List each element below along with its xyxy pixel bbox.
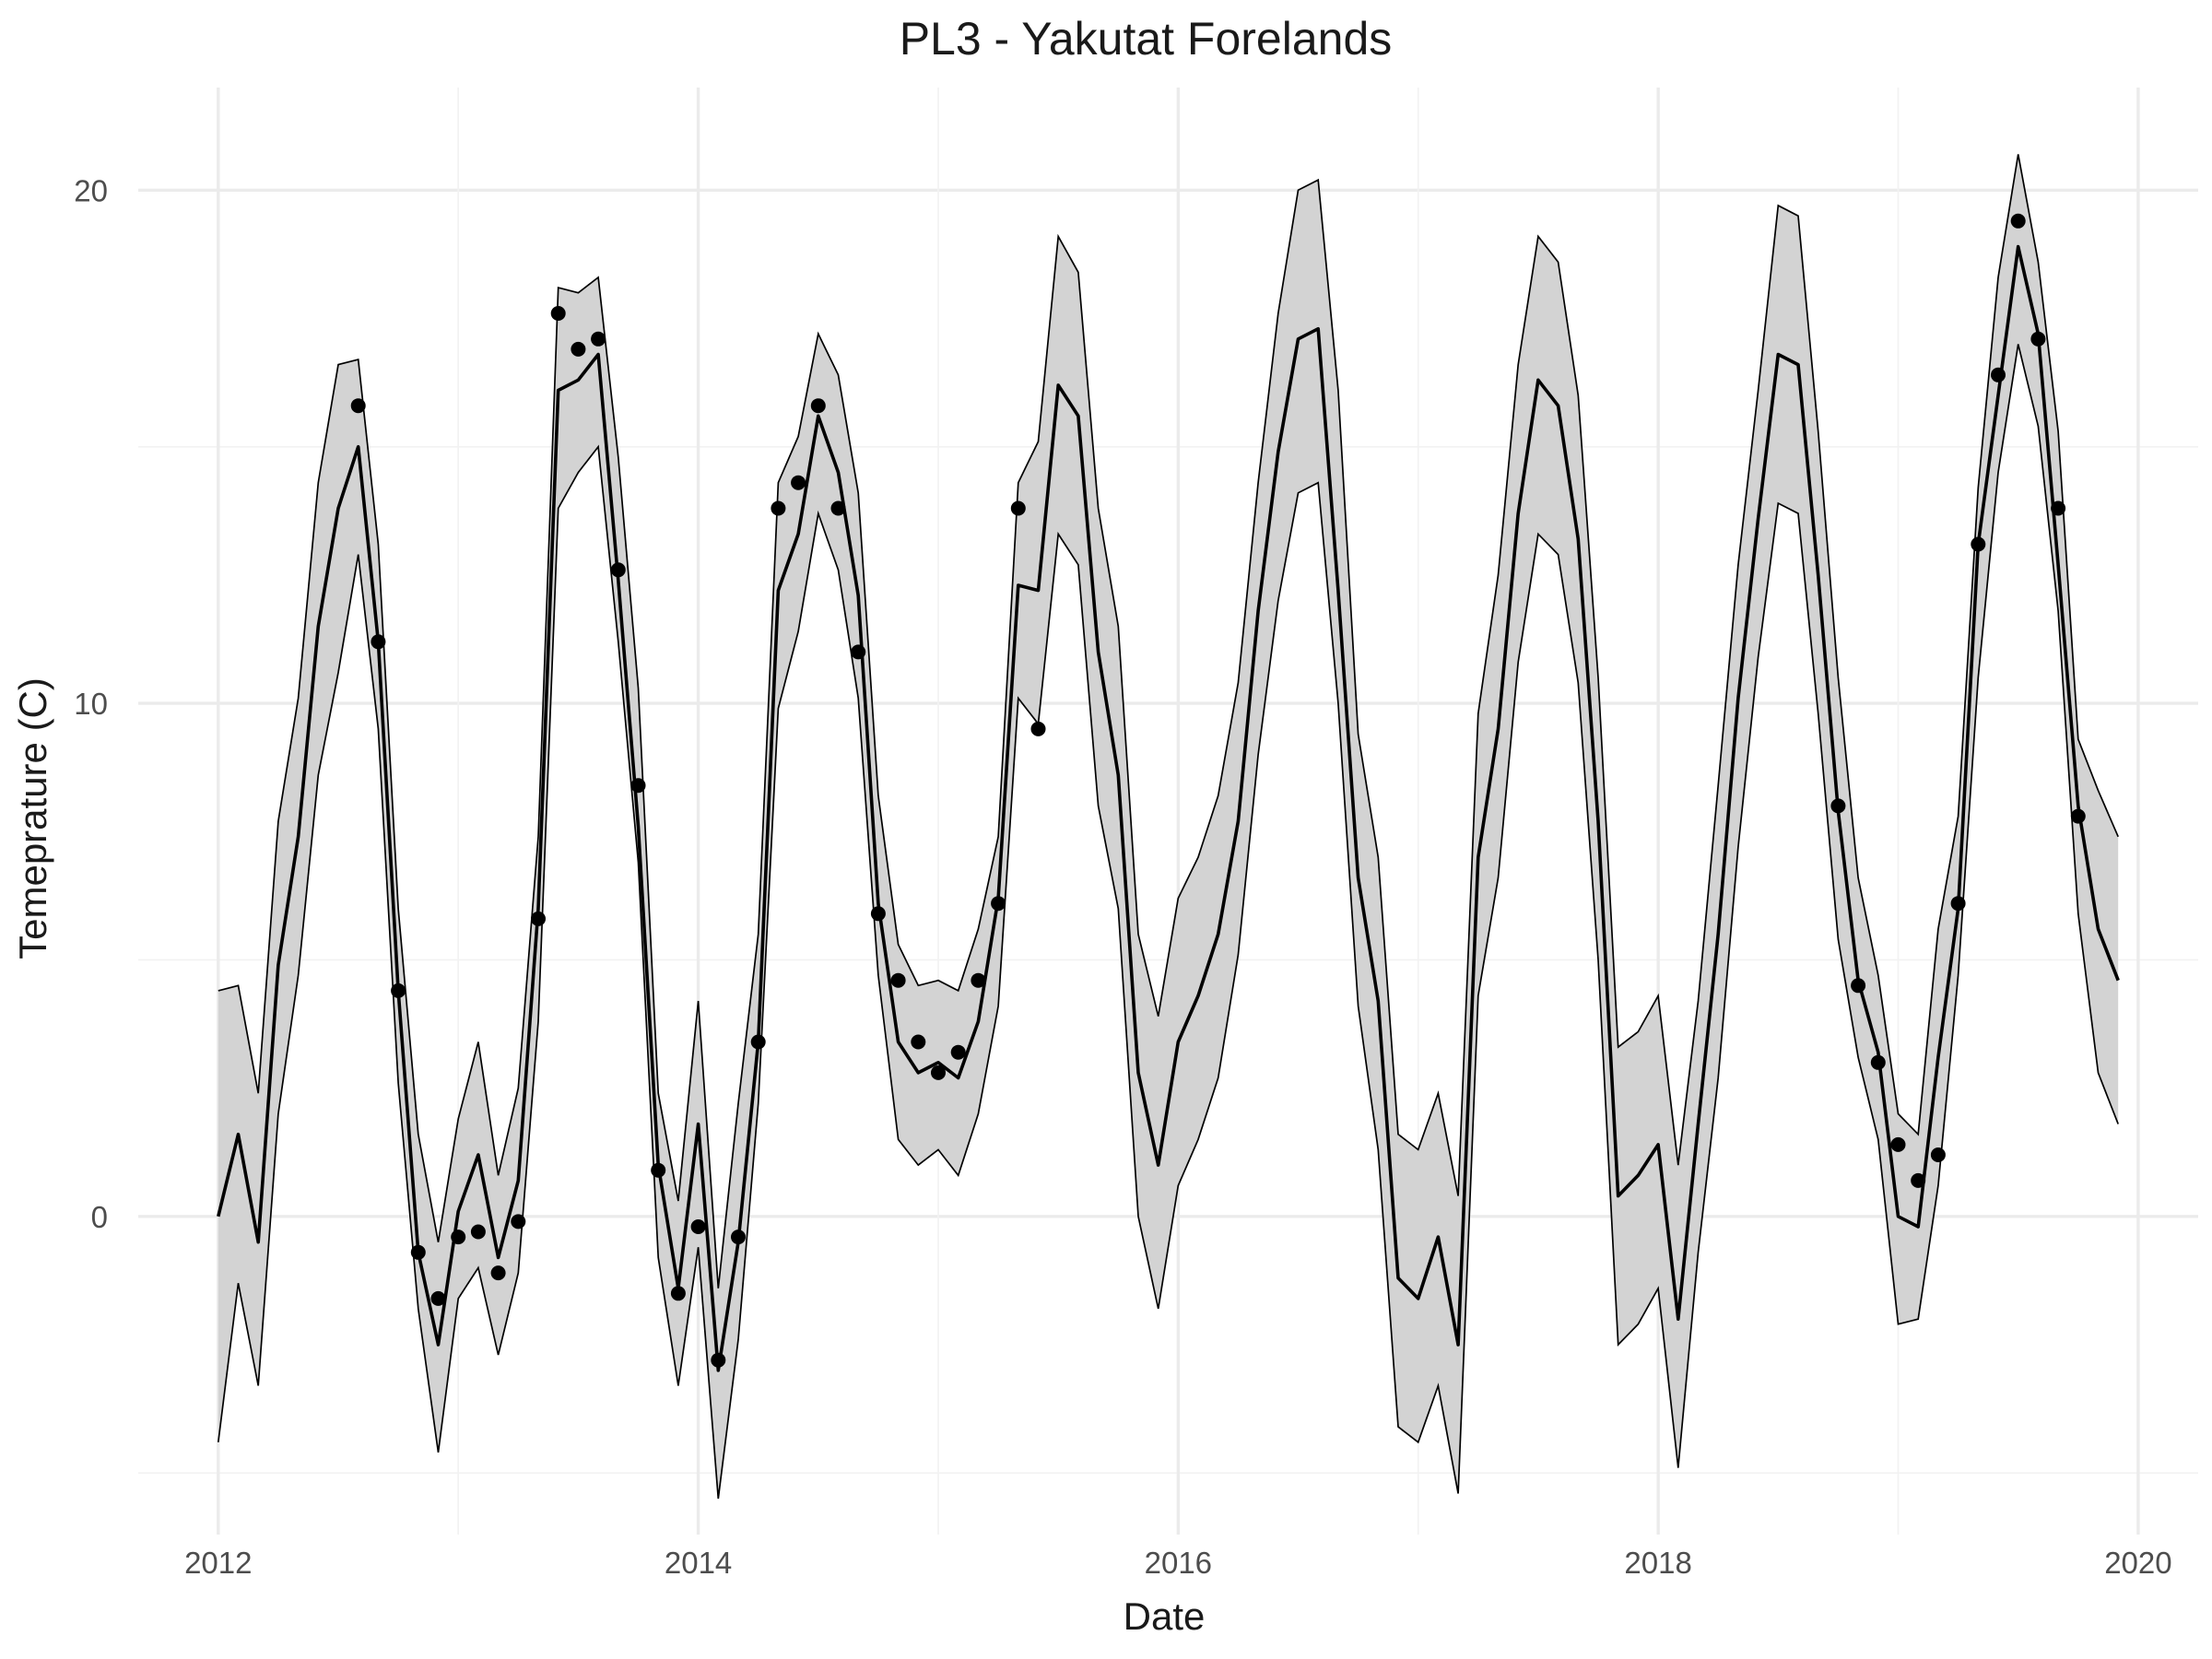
observed-point (1950, 896, 1966, 912)
observed-point (410, 1244, 426, 1260)
observed-point (991, 896, 1006, 912)
observed-point (1030, 721, 1046, 736)
observed-point (1890, 1136, 1906, 1152)
observed-point (851, 644, 866, 660)
observed-point (690, 1219, 706, 1234)
x-tick-label: 2016 (1145, 1546, 1212, 1580)
ribbon-upper-edge (218, 154, 2119, 1288)
x-axis-label: Date (1124, 1594, 1206, 1638)
observed-point (550, 306, 566, 321)
observed-point (2070, 808, 2086, 824)
fitted-line (217, 244, 2120, 1372)
observed-point (651, 1162, 666, 1178)
observed-point (571, 341, 586, 357)
x-tick-label: 2012 (184, 1546, 252, 1580)
observed-point (1870, 1054, 1886, 1070)
observed-point (591, 331, 606, 347)
observed-point (531, 911, 546, 926)
observed-point (731, 1230, 746, 1245)
observed-point (371, 634, 386, 650)
observed-point (610, 562, 626, 578)
observed-point (1991, 367, 2006, 382)
observed-point (451, 1230, 466, 1245)
observed-point (1830, 798, 1846, 814)
observed-point (430, 1290, 446, 1306)
x-tick-labels: 2012 2014 2016 2018 2020 (184, 1546, 2172, 1580)
observed-point (630, 778, 646, 794)
y-tick-label: 20 (74, 173, 108, 207)
observed-point (791, 475, 806, 490)
x-tick-label: 2018 (1624, 1546, 1691, 1580)
ribbon-lower-edge (217, 344, 2119, 1500)
observed-point (830, 500, 846, 516)
y-tick-label: 0 (91, 1200, 108, 1234)
observed-point (810, 398, 826, 414)
observed-point (511, 1214, 526, 1230)
observed-point (711, 1352, 726, 1368)
y-tick-labels: 0 10 20 (74, 173, 108, 1233)
observed-point (470, 1224, 486, 1240)
fitted-line-layer (217, 244, 2120, 1372)
observed-point (1851, 978, 1866, 994)
observed-point (2010, 213, 2026, 229)
x-tick-label: 2020 (2104, 1546, 2171, 1580)
y-axis-label: Temeprature (C) (11, 677, 54, 959)
y-tick-label: 10 (74, 687, 108, 721)
x-tick-label: 2014 (665, 1546, 732, 1580)
observed-point (490, 1265, 506, 1281)
observed-point (1911, 1172, 1926, 1188)
observed-point (391, 982, 406, 998)
observed-point (1971, 536, 1986, 552)
observed-point (2030, 331, 2046, 347)
observed-point (750, 1034, 766, 1050)
observed-point (870, 906, 886, 922)
observed-points-layer (350, 213, 2086, 1368)
observed-point (670, 1286, 686, 1301)
confidence-ribbon (218, 154, 2119, 1499)
confidence-ribbon-layer (217, 154, 2119, 1500)
observed-point (771, 500, 786, 516)
observed-point (350, 398, 366, 414)
observed-point (950, 1044, 966, 1060)
observed-point (931, 1065, 946, 1080)
observed-point (1930, 1147, 1946, 1162)
observed-point (890, 972, 906, 988)
chart-title: PL3 - Yakutat Forelands (900, 13, 1393, 65)
observed-point (911, 1034, 926, 1050)
observed-point (2051, 500, 2066, 516)
observed-point (1010, 500, 1026, 516)
observed-point (971, 972, 986, 988)
